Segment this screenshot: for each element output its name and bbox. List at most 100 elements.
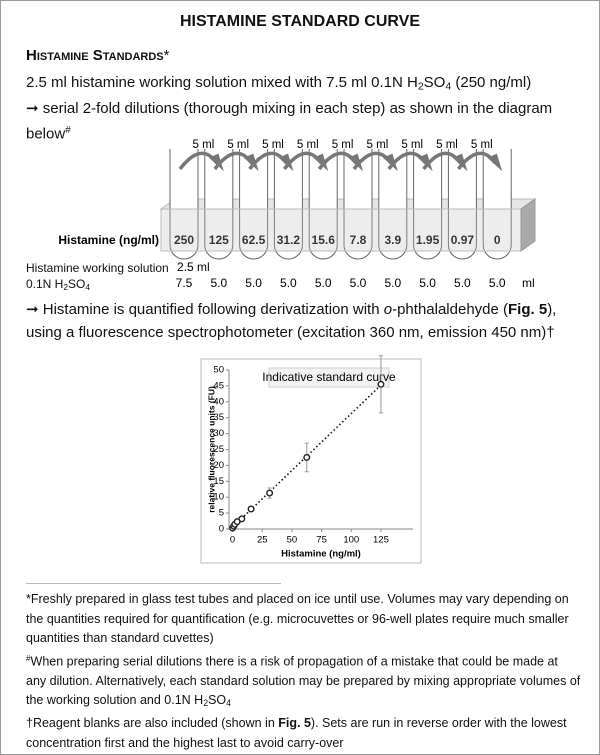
x-tick-label: 0: [230, 535, 235, 546]
concentration-label: 15.6: [312, 233, 336, 247]
test-tube: [413, 149, 443, 260]
row-label: Histamine (ng/ml): [58, 233, 159, 247]
transfer-label: 5 ml: [332, 139, 354, 151]
data-point: [247, 505, 255, 513]
text-run: 2: [203, 698, 209, 709]
transfer-label: 5 ml: [262, 139, 284, 151]
text-run: ➞ serial 2-fold dilutions (thorough mixi…: [26, 99, 553, 142]
text-run: #: [65, 124, 71, 136]
text-run: 4: [85, 282, 91, 293]
text-run: 4: [226, 698, 231, 709]
y-tick-label: 20: [213, 460, 224, 471]
arrow-head: [487, 153, 503, 172]
test-tube: [239, 149, 269, 260]
text-run: †Reagent blanks are also included (shown…: [26, 716, 279, 731]
transfer-label: 5 ml: [297, 139, 319, 151]
text-run: 4: [445, 80, 452, 93]
footnotes: *Freshly prepared in glass test tubes an…: [26, 590, 581, 753]
row-value: 5.0: [350, 276, 367, 290]
chart-frame: [200, 358, 422, 564]
row-value: 5.0: [280, 276, 297, 290]
chart-title: Indicative standard curve: [262, 370, 396, 384]
text-run: ➞ Histamine is quantified following deri…: [26, 301, 384, 318]
heading-mark: *: [163, 47, 170, 64]
x-tick-label: 100: [343, 535, 359, 546]
x-tick-label: 50: [287, 535, 298, 546]
text-run: Histamine working solution: [26, 261, 169, 275]
heading-text: Histamine Standards: [26, 47, 164, 64]
y-tick-label: 45: [213, 380, 224, 391]
concentration-label: 250: [174, 233, 194, 247]
test-tube: [447, 149, 477, 260]
text-run: -phthalaldehyde (: [392, 301, 509, 318]
text-run: ). Sets are run in reverse order with th…: [26, 716, 567, 750]
rack-front: [160, 208, 522, 252]
text-run: 0.1N H: [26, 277, 64, 291]
text-run: ), using a fluorescence spectrophotomete…: [26, 301, 557, 341]
concentration-label: 3.9: [384, 233, 401, 247]
row-caption: 0.1N H2SO4: [26, 276, 90, 295]
concentration-label: 31.2: [277, 233, 301, 247]
row-value: 5.0: [315, 276, 332, 290]
text-run: 2: [63, 282, 69, 293]
text-run: o: [383, 301, 393, 318]
test-tube: [378, 149, 408, 260]
chart-title-box: [268, 367, 390, 388]
text-run: 2: [417, 80, 424, 93]
test-tube: [169, 149, 199, 260]
text-run: SO: [423, 74, 446, 91]
detection-text: ➞ Histamine is quantified following deri…: [26, 298, 586, 344]
text-run: (250 ng/ml): [451, 74, 532, 91]
test-tube: [204, 149, 234, 260]
y-tick-label: 5: [219, 508, 224, 519]
footnote: †Reagent blanks are also included (shown…: [26, 714, 581, 753]
footnote-rule: [26, 583, 281, 584]
y-tick-label: 10: [213, 492, 224, 503]
transfer-label: 5 ml: [401, 139, 423, 151]
page-title: HISTAMINE STANDARD CURVE: [179, 13, 420, 30]
y-tick-label: 35: [213, 412, 224, 423]
y-axis-label: relative fluorescence units (FU): [206, 386, 216, 513]
text-run: When preparing serial dilutions there is…: [26, 654, 581, 708]
concentration-label: 125: [209, 233, 229, 247]
row-value: 7.5: [176, 276, 193, 290]
y-tick-label: 25: [213, 444, 224, 455]
y-tick-label: 0: [219, 524, 224, 535]
transfer-label: 5 ml: [471, 139, 493, 151]
test-tube: [273, 149, 303, 260]
text-run: Fig. 5: [508, 301, 548, 318]
transfer-label: 5 ml: [367, 139, 389, 151]
concentration-label: 62.5: [242, 233, 266, 247]
concentration-label: 0.97: [451, 233, 475, 247]
row-caption: Histamine working solution: [26, 260, 169, 276]
section-heading: Histamine Standards*: [26, 47, 170, 64]
data-point: [377, 380, 385, 388]
transfer-label: 5 ml: [436, 139, 458, 151]
row-value: 2.5 ml: [177, 260, 210, 274]
row-value: 5.0: [454, 276, 471, 290]
row-value: 5.0: [419, 276, 436, 290]
data-point: [303, 453, 311, 461]
concentration-label: 7.8: [350, 233, 367, 247]
concentration-label: 1.95: [416, 233, 440, 247]
footnote: *Freshly prepared in glass test tubes an…: [26, 590, 581, 649]
data-point: [238, 515, 246, 523]
intro-line: 2.5 ml histamine working solution mixed …: [26, 72, 586, 98]
x-tick-label: 75: [316, 535, 327, 546]
row-value: 5.0: [245, 276, 262, 290]
text-run: 2.5 ml histamine working solution mixed …: [26, 74, 418, 91]
footnote: #When preparing serial dilutions there i…: [26, 649, 581, 714]
text-run: SO: [208, 693, 227, 708]
text-run: Fig. 5: [278, 716, 311, 731]
transfer-label: 5 ml: [193, 139, 215, 151]
row-unit: ml: [522, 276, 535, 290]
x-tick-label: 125: [373, 535, 389, 546]
row-value: 5.0: [384, 276, 401, 290]
x-axis-label: Histamine (ng/ml): [281, 549, 361, 560]
y-tick-label: 40: [213, 396, 224, 407]
intro: 2.5 ml histamine working solution mixed …: [26, 72, 586, 145]
intro-line: ➞ serial 2-fold dilutions (thorough mixi…: [26, 98, 586, 145]
test-tube: [482, 149, 512, 260]
